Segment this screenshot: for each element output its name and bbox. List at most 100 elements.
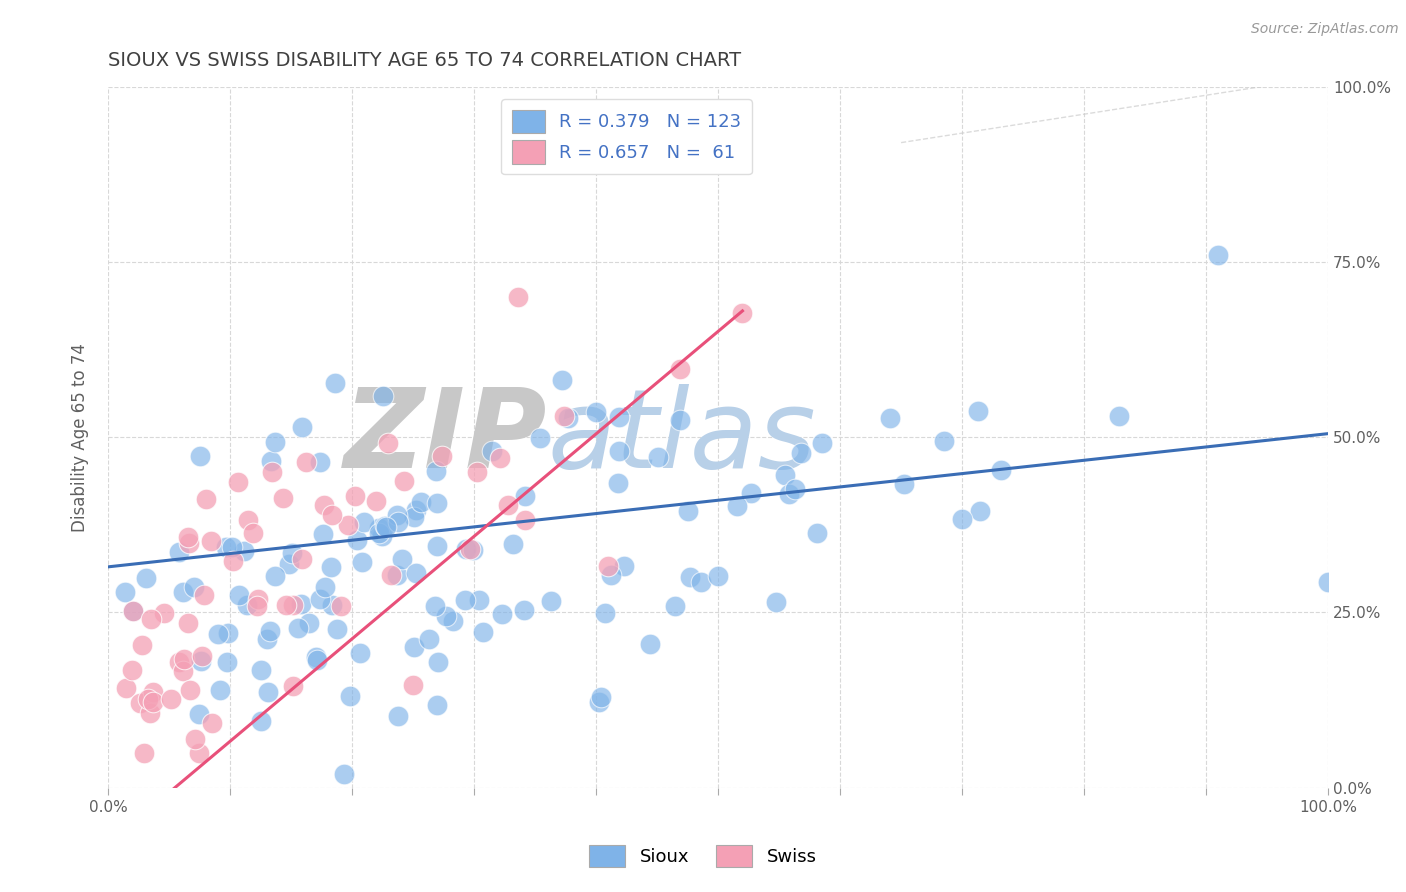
- Point: [201, 716, 224, 731]
- Point: [1108, 409, 1130, 423]
- Point: [323, 376, 346, 390]
- Point: [260, 453, 283, 467]
- Point: [426, 540, 449, 554]
- Point: [287, 621, 309, 635]
- Point: [613, 558, 636, 573]
- Point: [765, 595, 787, 609]
- Point: [371, 529, 394, 543]
- Point: [374, 519, 396, 533]
- Point: [187, 706, 209, 721]
- Point: [256, 632, 278, 647]
- Point: [290, 598, 312, 612]
- Text: Source: ZipAtlas.com: Source: ZipAtlas.com: [1251, 22, 1399, 37]
- Point: [190, 654, 212, 668]
- Legend: R = 0.379   N = 123, R = 0.657   N =  61: R = 0.379 N = 123, R = 0.657 N = 61: [502, 99, 752, 174]
- Point: [122, 604, 145, 618]
- Point: [364, 494, 387, 508]
- Point: [142, 695, 165, 709]
- Point: [291, 552, 314, 566]
- Point: [879, 410, 901, 425]
- Point: [1317, 574, 1340, 589]
- Point: [775, 468, 797, 483]
- Point: [385, 508, 408, 523]
- Point: [312, 498, 335, 512]
- Legend: Sioux, Swiss: Sioux, Swiss: [582, 838, 824, 874]
- Point: [350, 555, 373, 569]
- Point: [121, 604, 143, 618]
- Point: [160, 691, 183, 706]
- Point: [326, 622, 349, 636]
- Point: [551, 374, 574, 388]
- Point: [690, 574, 713, 589]
- Point: [540, 594, 562, 608]
- Point: [426, 496, 449, 510]
- Point: [305, 650, 328, 665]
- Point: [207, 627, 229, 641]
- Point: [392, 474, 415, 488]
- Point: [330, 599, 353, 613]
- Point: [115, 681, 138, 695]
- Point: [607, 410, 630, 425]
- Point: [264, 434, 287, 449]
- Point: [740, 486, 762, 500]
- Point: [441, 615, 464, 629]
- Point: [932, 434, 955, 449]
- Point: [250, 663, 273, 677]
- Point: [343, 489, 366, 503]
- Point: [349, 646, 371, 660]
- Point: [136, 692, 159, 706]
- Point: [513, 512, 536, 526]
- Point: [295, 455, 318, 469]
- Point: [221, 541, 243, 555]
- Point: [990, 463, 1012, 477]
- Point: [790, 445, 813, 459]
- Point: [250, 714, 273, 728]
- Point: [280, 546, 302, 560]
- Point: [426, 698, 449, 712]
- Point: [259, 624, 281, 638]
- Point: [183, 580, 205, 594]
- Point: [811, 436, 834, 450]
- Text: ZIP: ZIP: [343, 384, 547, 491]
- Point: [426, 656, 449, 670]
- Point: [489, 451, 512, 466]
- Point: [778, 487, 800, 501]
- Point: [129, 696, 152, 710]
- Point: [177, 615, 200, 630]
- Point: [432, 449, 454, 463]
- Point: [387, 708, 409, 723]
- Point: [246, 591, 269, 606]
- Point: [491, 607, 513, 622]
- Point: [153, 606, 176, 620]
- Point: [368, 526, 391, 541]
- Point: [508, 290, 530, 304]
- Point: [321, 560, 343, 574]
- Point: [139, 706, 162, 720]
- Point: [669, 362, 692, 376]
- Point: [235, 599, 257, 613]
- Point: [647, 450, 669, 464]
- Point: [461, 543, 484, 558]
- Point: [465, 465, 488, 479]
- Point: [368, 521, 391, 535]
- Point: [132, 746, 155, 760]
- Point: [725, 499, 748, 513]
- Point: [598, 559, 620, 574]
- Point: [194, 491, 217, 506]
- Point: [177, 530, 200, 544]
- Point: [167, 655, 190, 669]
- Point: [1206, 248, 1229, 262]
- Point: [274, 598, 297, 612]
- Point: [515, 490, 537, 504]
- Point: [502, 537, 524, 551]
- Point: [405, 566, 427, 581]
- Point: [373, 389, 395, 403]
- Point: [173, 652, 195, 666]
- Point: [387, 568, 409, 582]
- Point: [346, 533, 368, 548]
- Point: [893, 476, 915, 491]
- Point: [353, 515, 375, 529]
- Point: [131, 638, 153, 652]
- Point: [950, 512, 973, 526]
- Point: [969, 503, 991, 517]
